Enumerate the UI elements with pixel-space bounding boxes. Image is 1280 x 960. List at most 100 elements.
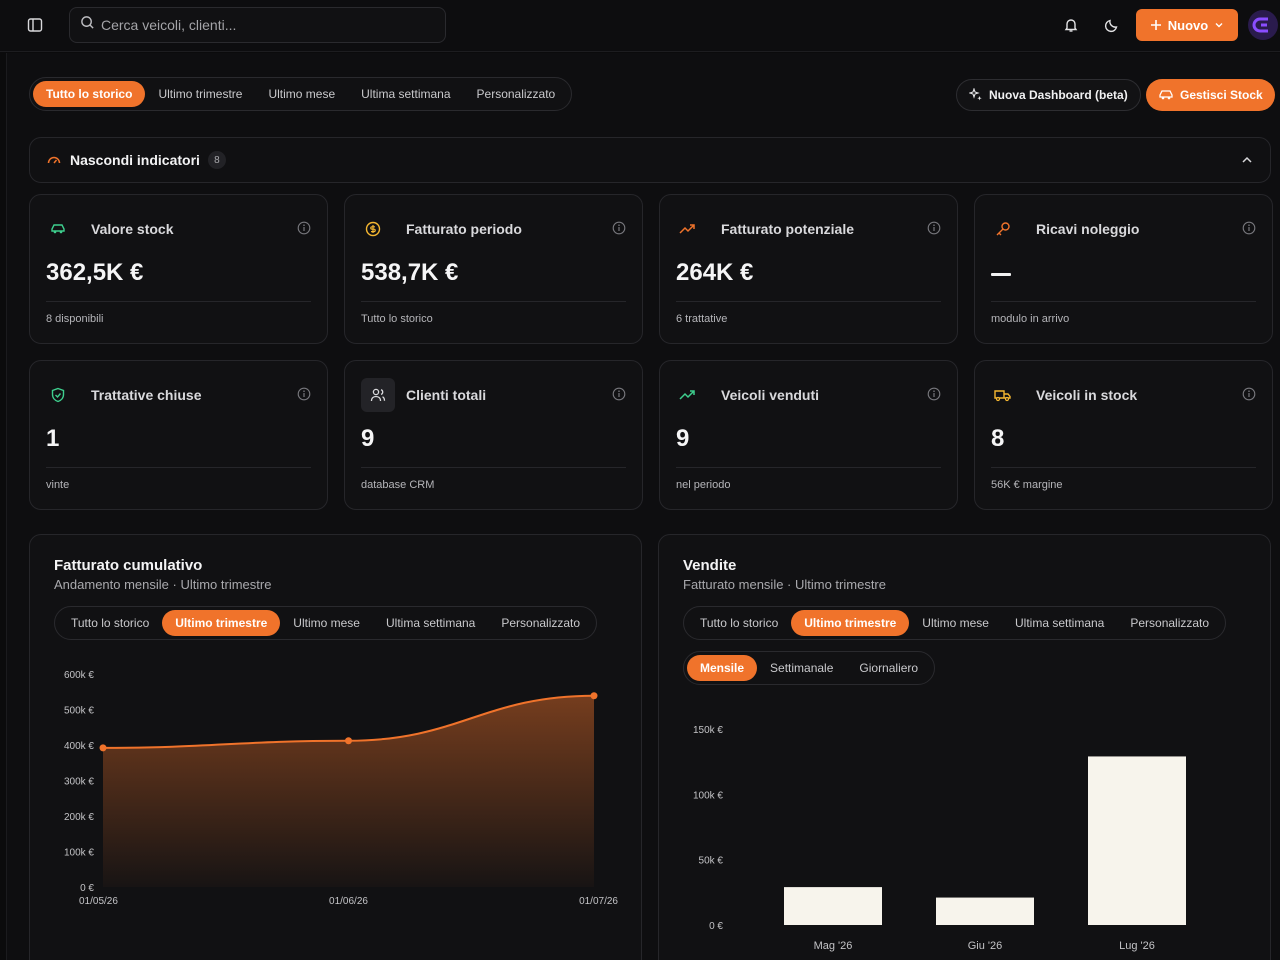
indicators-toggle[interactable]: Nascondi indicatori 8 — [29, 137, 1271, 183]
revenue-chart: 0 € 100k € 200k € 300k € 400k € 500k € 600k € 0… — [64, 670, 618, 907]
moon-icon[interactable] — [1101, 14, 1123, 36]
data-point[interactable] — [99, 744, 107, 752]
sales-chart: 0 € 50k € 100k € 150k € Mag '26 Giu '26 Lug '2… — [693, 725, 1186, 952]
info-icon[interactable] — [927, 387, 941, 401]
sales-granularity-filter: Mensile Settimanale Giornaliero — [683, 651, 936, 685]
plus-icon — [1150, 20, 1161, 30]
divider — [361, 467, 626, 468]
sales-panel: Vendite Fatturato mensile · Ultimo trime… — [658, 534, 1271, 960]
manage-stock-button[interactable]: Gestisci Stock — [1146, 79, 1275, 111]
new-dashboard-label: Nuova Dashboard (beta) — [989, 88, 1128, 102]
bar[interactable] — [936, 897, 1034, 925]
info-icon[interactable] — [927, 221, 941, 235]
kpi-card: Veicoli venduti 9 nel periodo — [659, 360, 958, 510]
kpi-subtitle: database CRM — [361, 479, 435, 491]
sales-title: Vendite — [683, 557, 737, 574]
revenue-panel: Fatturato cumulativo Andamento mensile ·… — [29, 534, 642, 960]
kpi-subtitle: Tutto lo storico — [361, 313, 433, 325]
kpi-title: Clienti totali — [406, 387, 487, 403]
kpi-subtitle: modulo in arrivo — [991, 313, 1070, 325]
info-icon[interactable] — [612, 221, 626, 235]
kpi-subtitle: 6 trattative — [676, 313, 728, 325]
kpi-subtitle: nel periodo — [676, 479, 731, 491]
sales-period-option[interactable]: Ultimo trimestre — [791, 610, 910, 636]
search-box[interactable] — [69, 7, 446, 43]
divider — [676, 467, 941, 468]
kpi-card: Valore stock 362,5K € 8 disponibili — [29, 194, 328, 344]
manage-stock-label: Gestisci Stock — [1180, 88, 1263, 102]
chevron-down-icon — [1215, 23, 1223, 28]
data-point[interactable] — [590, 692, 598, 700]
car-icon — [46, 217, 70, 241]
bell-icon[interactable] — [1060, 14, 1082, 36]
sparkles-icon — [969, 88, 982, 101]
y-tick-label: 400k € — [64, 741, 94, 752]
revenue-period-option[interactable]: Ultimo mese — [293, 616, 360, 630]
search-input[interactable] — [101, 17, 421, 33]
period-option[interactable]: Ultimo mese — [268, 87, 336, 101]
shield-check-icon — [46, 383, 70, 407]
sales-period-option[interactable]: Ultima settimana — [1014, 616, 1105, 630]
granularity-option[interactable]: Mensile — [687, 655, 758, 681]
y-tick-label: 0 € — [709, 921, 723, 932]
new-button[interactable]: Nuovo — [1136, 9, 1238, 41]
kpi-title: Veicoli venduti — [721, 387, 820, 403]
revenue-subtitle: Andamento mensile · Ultimo trimestre — [54, 577, 272, 592]
kpi-value: 264K € — [676, 259, 754, 286]
sales-period-option[interactable]: Personalizzato — [1130, 616, 1210, 630]
info-icon[interactable] — [612, 387, 626, 401]
revenue-period-option[interactable]: Personalizzato — [501, 616, 581, 630]
bar[interactable] — [784, 887, 882, 925]
chevron-up-icon — [1242, 156, 1252, 163]
info-icon[interactable] — [297, 221, 311, 235]
period-option[interactable]: Ultimo trimestre — [158, 87, 243, 101]
divider — [361, 301, 626, 302]
divider — [46, 467, 311, 468]
car-icon — [1159, 90, 1173, 100]
y-tick-label: 300k € — [64, 777, 94, 788]
info-icon[interactable] — [1242, 387, 1256, 401]
area-fill — [103, 695, 594, 887]
sales-period-option[interactable]: Ultimo mese — [922, 616, 989, 630]
kpi-title: Trattative chiuse — [91, 387, 202, 403]
sidebar-toggle-icon[interactable] — [24, 14, 46, 36]
y-tick-label: 100k € — [64, 848, 94, 859]
kpi-title: Fatturato potenziale — [721, 221, 855, 237]
kpi-card: Veicoli in stock 8 56K € margine — [974, 360, 1273, 510]
data-point[interactable] — [345, 737, 352, 745]
info-icon[interactable] — [1242, 221, 1256, 235]
info-icon[interactable] — [297, 387, 311, 401]
kpi-card: Ricavi noleggio modulo in arrivo — [974, 194, 1273, 344]
bar[interactable] — [1088, 756, 1186, 925]
x-tick-label: Lug '26 — [1119, 940, 1155, 952]
revenue-period-filter: Tutto lo storico Ultimo trimestre Ultimo m… — [54, 606, 598, 640]
kpi-subtitle: vinte — [46, 479, 70, 491]
divider — [46, 301, 311, 302]
granularity-option[interactable]: Settimanale — [770, 661, 834, 675]
revenue-period-option[interactable]: Tutto lo storico — [71, 616, 150, 630]
y-tick-label: 600k € — [64, 670, 94, 681]
new-dashboard-button[interactable]: Nuova Dashboard (beta) — [956, 79, 1141, 111]
avatar[interactable] — [1248, 10, 1278, 40]
divider — [676, 301, 941, 302]
new-button-label: Nuovo — [1167, 17, 1209, 33]
kpi-value: 9 — [676, 425, 690, 452]
revenue-title: Fatturato cumulativo — [54, 557, 203, 574]
indicators-label: Nascondi indicatori — [70, 152, 200, 168]
period-option[interactable]: Tutto lo storico — [33, 81, 146, 107]
period-option[interactable]: Ultima settimana — [361, 87, 451, 101]
revenue-period-option[interactable]: Ultima settimana — [385, 616, 476, 630]
granularity-option[interactable]: Giornaliero — [859, 661, 919, 675]
kpi-value: 538,7K € — [361, 259, 459, 286]
kpi-subtitle: 8 disponibili — [46, 313, 104, 325]
kpi-card: Clienti totali 9 database CRM — [344, 360, 643, 510]
y-tick-label: 150k € — [693, 725, 723, 736]
users-icon — [361, 378, 395, 412]
kpi-value: 9 — [361, 425, 375, 452]
sales-period-option[interactable]: Tutto lo storico — [700, 616, 779, 630]
kpi-value: 1 — [46, 425, 60, 452]
revenue-period-option[interactable]: Ultimo trimestre — [162, 610, 281, 636]
period-option[interactable]: Personalizzato — [476, 87, 556, 101]
x-tick-label: Mag '26 — [814, 940, 853, 952]
kpi-subtitle: 56K € margine — [991, 479, 1063, 491]
